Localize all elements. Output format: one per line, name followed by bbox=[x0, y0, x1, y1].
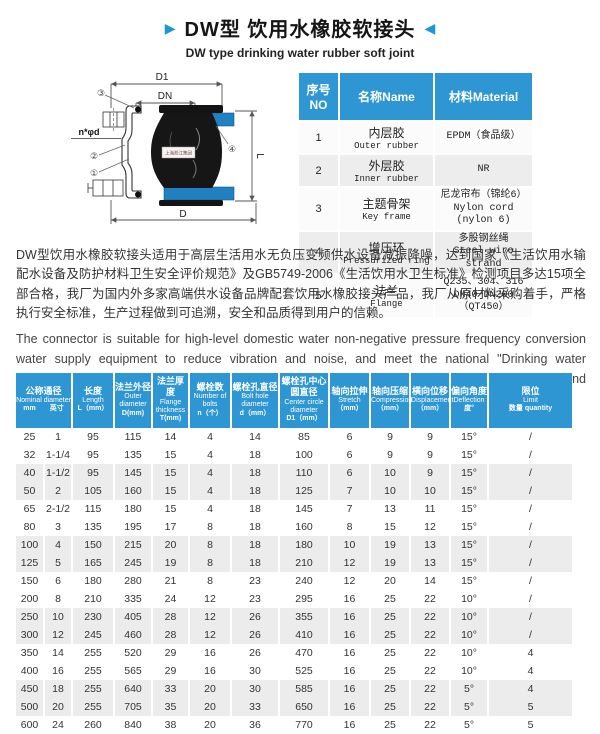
materials-row: 2 外层胶 Inner rubber NR bbox=[297, 153, 534, 188]
spec-row: 400 16 255 565 29 16 30 525 16 25 22 10° 4 bbox=[16, 661, 573, 680]
right-triangle-icon: ◀ bbox=[424, 19, 436, 36]
description-cn: DW型饮用水橡胶软接头适用于高层生活用水无负压变频供水设备减振降噪，达到国家《生… bbox=[16, 248, 586, 321]
leader-2 bbox=[98, 144, 126, 156]
spec-col-header: 轴向压缩 Compression （mm） bbox=[369, 373, 412, 428]
spec-row: 32 1-1/4 95 135 15 4 18 100 6 9 9 15° / bbox=[16, 445, 573, 464]
spec-row: 80 3 135 195 17 8 18 160 8 15 12 15° / bbox=[16, 517, 573, 536]
flange-hook-bottom bbox=[135, 191, 141, 198]
dim-d1-label: D1 bbox=[156, 72, 169, 83]
page-header: ▶ DW型 饮用水橡胶软接头 ◀ DW type drinking water … bbox=[0, 0, 600, 60]
bolt-bottom bbox=[87, 179, 124, 197]
spec-row: 200 8 210 335 24 12 23 295 16 25 22 10° / bbox=[16, 589, 573, 608]
spec-row: 350 14 255 520 29 16 26 470 16 25 22 10° 4 bbox=[16, 643, 573, 662]
materials-row: 5 法兰 Flange Q235、304、316 DN40~DN200（QT450） bbox=[297, 273, 534, 319]
spec-col-header: 螺栓数 Number of bolts n（个） bbox=[188, 373, 232, 428]
joint-cross-section-drawing: D1 DN 上海淞江集团 bbox=[71, 72, 265, 224]
spec-row: 50 2 105 160 15 4 18 125 7 10 10 15° / bbox=[16, 481, 573, 500]
leader-1 bbox=[98, 158, 130, 173]
spec-col-header: 螺栓孔中心圆直径 Center circle diameter D1（mm） bbox=[278, 373, 330, 428]
product-diagram: D1 DN 上海淞江集团 bbox=[26, 68, 308, 236]
spec-table: 公称通径 Nominal diameter mm 英寸 长度 Length L（mm） 法兰… bbox=[16, 373, 573, 734]
spec-col-header: 长度 Length L（mm） bbox=[71, 373, 115, 428]
materials-col-no: 序号NO bbox=[297, 71, 340, 122]
spec-col-header: 偏向角度 Deflection 度° bbox=[449, 373, 489, 428]
materials-col-material: 材料Material bbox=[433, 71, 534, 122]
dim-d-label: D bbox=[179, 209, 186, 220]
part-2-marker: ② bbox=[90, 151, 98, 161]
page-title: DW型 饮用水橡胶软接头 bbox=[184, 19, 416, 41]
spec-row: 65 2-1/2 115 180 15 4 18 145 7 13 11 15° / bbox=[16, 499, 573, 518]
brand-plate bbox=[161, 146, 196, 159]
materials-table-body: 1 内层胶 Outer rubber EPDM（食品级） 2 外层胶 Inner rubbe… bbox=[297, 120, 534, 319]
bellows-sheen bbox=[195, 127, 200, 151]
spec-row: 150 6 180 280 21 8 23 240 12 20 14 15° / bbox=[16, 571, 573, 590]
spec-table-body: 25 1 95 115 14 4 14 85 6 9 9 15°/32 1-1/4 95 135 15 4 18 1… bbox=[16, 427, 573, 734]
materials-row: 1 内层胶 Outer rubber EPDM（食品级） bbox=[297, 120, 534, 155]
spec-col-header: 法兰厚度 Flange thickness T(mm) bbox=[151, 373, 190, 428]
spec-row: 100 4 150 215 20 8 18 180 10 19 13 15° / bbox=[16, 535, 573, 554]
spec-col-header: 限位 Limit 数量 quantity bbox=[487, 373, 573, 428]
part-4-marker: ④ bbox=[228, 144, 236, 154]
loose-flange-profile bbox=[121, 105, 142, 199]
dimension-l bbox=[235, 110, 257, 202]
spec-col-header: 公称通径 Nominal diameter mm 英寸 bbox=[16, 373, 73, 428]
leader-4 bbox=[215, 125, 229, 145]
flange-hook-top bbox=[135, 106, 141, 113]
spec-row: 300 12 245 460 28 12 26 410 16 25 22 10° / bbox=[16, 625, 573, 644]
part-1-marker: ① bbox=[90, 168, 98, 178]
bottom-flange bbox=[163, 186, 235, 201]
spec-row: 500 20 255 705 35 20 33 650 16 25 22 5° 5 bbox=[16, 697, 573, 716]
brand-label: 上海淞江集团 bbox=[165, 150, 192, 157]
spec-row: 125 5 165 245 19 8 18 210 12 19 13 15° / bbox=[16, 553, 573, 572]
spec-header-row: 公称通径 Nominal diameter mm 英寸 长度 Length L（mm） 法兰… bbox=[16, 373, 573, 428]
spec-row: 25 1 95 115 14 4 14 85 6 9 9 15° / bbox=[16, 427, 573, 446]
dimension-d bbox=[110, 200, 257, 224]
materials-table: 序号NO 名称Name 材料Material 1 内层胶 Outer rubber E… bbox=[297, 71, 534, 319]
bellows-sheen bbox=[192, 159, 197, 179]
spec-row: 450 18 255 640 33 20 30 585 16 25 22 5° 4 bbox=[16, 679, 573, 698]
spec-row: 600 24 260 840 38 20 36 770 16 25 22 5° 5 bbox=[16, 715, 573, 734]
spec-row: 250 10 230 405 28 12 26 355 16 25 22 10° / bbox=[16, 607, 573, 626]
spec-col-header: 轴向拉伸 Stretch （mm） bbox=[328, 373, 371, 428]
spec-col-header: 横向位移 Displacement （mm） bbox=[409, 373, 453, 428]
materials-header-row: 序号NO 名称Name 材料Material bbox=[297, 71, 534, 122]
materials-row: 3 主题骨架 Key frame 尼龙帘布（锦纶6） Nylon cord (nylon… bbox=[297, 186, 534, 232]
spec-col-header: 螺栓孔直径 Bolt hole diameter d（mm） bbox=[230, 373, 280, 428]
bolt-spec-label: n*φd bbox=[79, 127, 100, 137]
title-line: ▶ DW型 饮用水橡胶软接头 ◀ bbox=[0, 13, 600, 42]
spec-row: 40 1-1/2 95 145 15 4 18 110 6 10 9 15° / bbox=[16, 463, 573, 482]
page-subtitle: DW type drinking water rubber soft joint bbox=[185, 46, 415, 60]
spec-col-header: 法兰外径 Outer diameter D(mm) bbox=[113, 373, 153, 428]
rubber-top-face bbox=[159, 105, 223, 113]
dim-l-label: L bbox=[254, 153, 265, 159]
leader-3 bbox=[104, 94, 135, 109]
materials-col-name: 名称Name bbox=[338, 71, 435, 122]
dim-dn-label: DN bbox=[158, 91, 172, 102]
part-3-marker: ③ bbox=[97, 88, 105, 98]
materials-row: 4 增压环 Pressurized ring 多股钢丝绳 Steel wire stra… bbox=[297, 229, 534, 275]
left-triangle-icon: ▶ bbox=[164, 19, 176, 36]
bolt-top bbox=[102, 108, 125, 131]
top-section: D1 DN 上海淞江集团 bbox=[0, 68, 600, 319]
rubber-bottom-face bbox=[159, 200, 223, 206]
